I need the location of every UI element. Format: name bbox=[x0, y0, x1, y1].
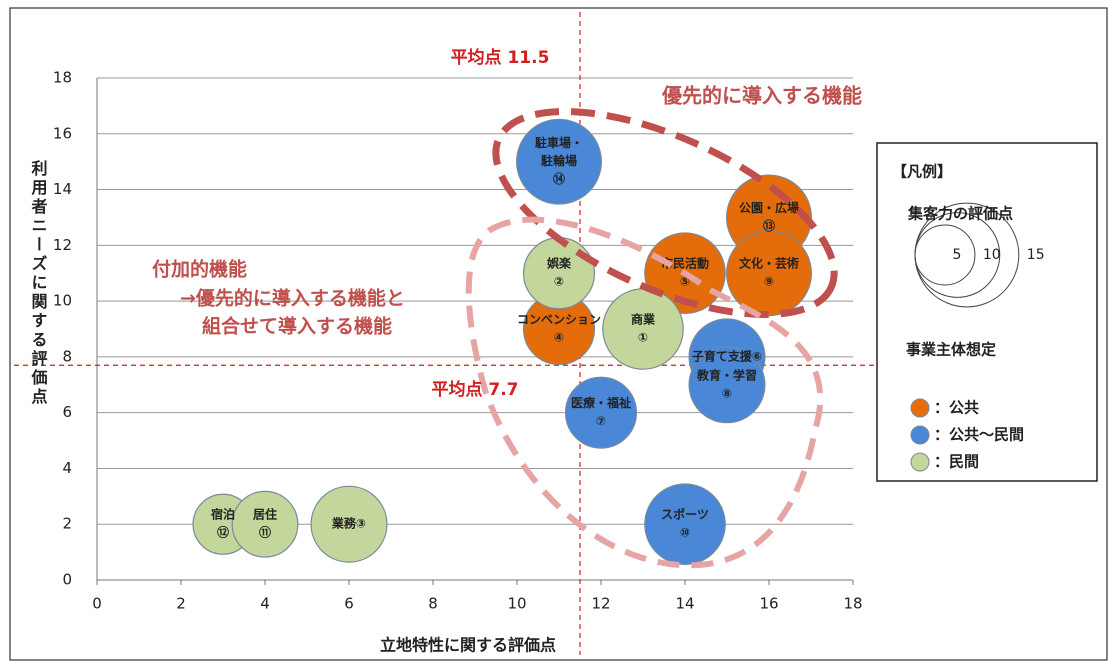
legend-label: ：公共 bbox=[934, 399, 979, 417]
y-tick-label: 10 bbox=[53, 292, 72, 310]
frame bbox=[9, 7, 1108, 661]
bubble-label: コンベンション bbox=[517, 313, 601, 327]
bubble bbox=[231, 490, 299, 558]
y-tick-label: 16 bbox=[53, 124, 72, 142]
bubble-label: 駐輪場 bbox=[541, 153, 577, 168]
bubble bbox=[726, 230, 812, 317]
bubble bbox=[602, 288, 684, 370]
bubble-label: ⑪ bbox=[259, 525, 271, 540]
bubble-label: ① bbox=[638, 331, 648, 345]
bubble-label: ⑫ bbox=[217, 525, 229, 540]
x-axis-label: 立地特性に関する評価点 bbox=[380, 636, 556, 655]
bubble-label: 宿泊 bbox=[211, 507, 235, 522]
x-tick-label: 0 bbox=[92, 595, 102, 613]
legend-size-label: 5 bbox=[952, 247, 961, 263]
annotation: 組合せて導入する機能 bbox=[202, 315, 392, 338]
y-tick-label: 4 bbox=[62, 459, 72, 477]
y-axis-label-text: 利用者ニーズに関する評価点 bbox=[29, 159, 49, 407]
y-tick-label: 2 bbox=[62, 515, 72, 533]
x-tick-label: 12 bbox=[591, 595, 610, 613]
bubble bbox=[644, 483, 726, 566]
y-tick-label: 18 bbox=[53, 69, 72, 87]
bubble-label: ⑧ bbox=[722, 386, 732, 400]
legend-size-label: 10 bbox=[983, 247, 1001, 263]
legend-swatch bbox=[910, 398, 930, 418]
x-tick-label: 14 bbox=[675, 595, 694, 613]
y-tick-label: 12 bbox=[53, 236, 72, 254]
annotation: 優先的に導入する機能 bbox=[661, 84, 862, 108]
annotation: →優先的に導入する機能と bbox=[180, 287, 405, 310]
priority-outline bbox=[492, 108, 838, 318]
bubble-label: 居住 bbox=[253, 507, 277, 522]
bubble-label: ⑤ bbox=[680, 275, 690, 289]
legend-swatch bbox=[910, 452, 930, 472]
bubble-label: ⑬ bbox=[763, 218, 775, 233]
x-tick-label: 2 bbox=[176, 595, 186, 613]
bubble-label: 公園・広場 bbox=[739, 200, 799, 215]
legend-swatch bbox=[910, 425, 930, 445]
x-tick-label: 8 bbox=[428, 595, 438, 613]
bubble-label: ⑩ bbox=[680, 526, 690, 540]
bubble-label: ④ bbox=[554, 331, 564, 345]
bubble-label: スポーツ bbox=[661, 507, 709, 522]
bubble-label: ⑭ bbox=[553, 171, 565, 186]
y-average-label: 平均点 7.7 bbox=[431, 379, 518, 400]
x-tick-label: 10 bbox=[507, 595, 526, 613]
x-tick-label: 6 bbox=[344, 595, 354, 613]
bubble bbox=[516, 118, 602, 205]
annotation: 付加的機能 bbox=[152, 258, 247, 281]
y-axis-label: 利用者ニーズに関する評価点 bbox=[29, 159, 49, 407]
legend-type-title: 事業主体想定 bbox=[906, 341, 996, 359]
x-average-label: 平均点 11.5 bbox=[451, 47, 550, 68]
x-tick-label: 4 bbox=[260, 595, 270, 613]
bubble-label: 教育・学習 bbox=[696, 367, 757, 382]
legend-size-title: 集客力の評価点 bbox=[907, 205, 1013, 223]
y-tick-label: 8 bbox=[62, 347, 72, 365]
legend-label: ：民間 bbox=[934, 453, 979, 471]
bubble-label: 駐車場・ bbox=[535, 135, 583, 150]
x-tick-label: 16 bbox=[759, 595, 778, 613]
bubble-label: ⑨ bbox=[764, 275, 774, 289]
bubble bbox=[310, 485, 388, 563]
legend-box bbox=[876, 142, 1098, 482]
x-tick-label: 18 bbox=[843, 595, 862, 613]
bubble bbox=[522, 237, 596, 310]
legend-title: 【凡例】 bbox=[892, 163, 952, 181]
additional-outline bbox=[465, 216, 824, 569]
legend-size-label: 15 bbox=[1027, 247, 1045, 263]
y-tick-label: 0 bbox=[62, 571, 72, 589]
bubble-label: 業務③ bbox=[331, 516, 366, 531]
bubble bbox=[564, 376, 638, 449]
bubble-label: 子育て支援⑥ bbox=[692, 348, 762, 363]
y-tick-label: 6 bbox=[62, 403, 72, 421]
y-tick-label: 14 bbox=[53, 180, 72, 198]
legend-size-circle bbox=[914, 202, 1020, 308]
bubble-label: 医療・福祉 bbox=[571, 395, 631, 410]
bubble-label: 商業 bbox=[631, 312, 656, 327]
bubble-label: ⑦ bbox=[596, 414, 606, 428]
bubble-label: 市民活動 bbox=[661, 256, 709, 271]
bubble-label: 文化・芸術 bbox=[739, 256, 799, 271]
bubble-label: ② bbox=[554, 275, 564, 289]
legend-label: ：公共～民間 bbox=[934, 426, 1024, 444]
bubble-label: 娯楽 bbox=[547, 256, 572, 271]
bubble bbox=[688, 346, 766, 424]
